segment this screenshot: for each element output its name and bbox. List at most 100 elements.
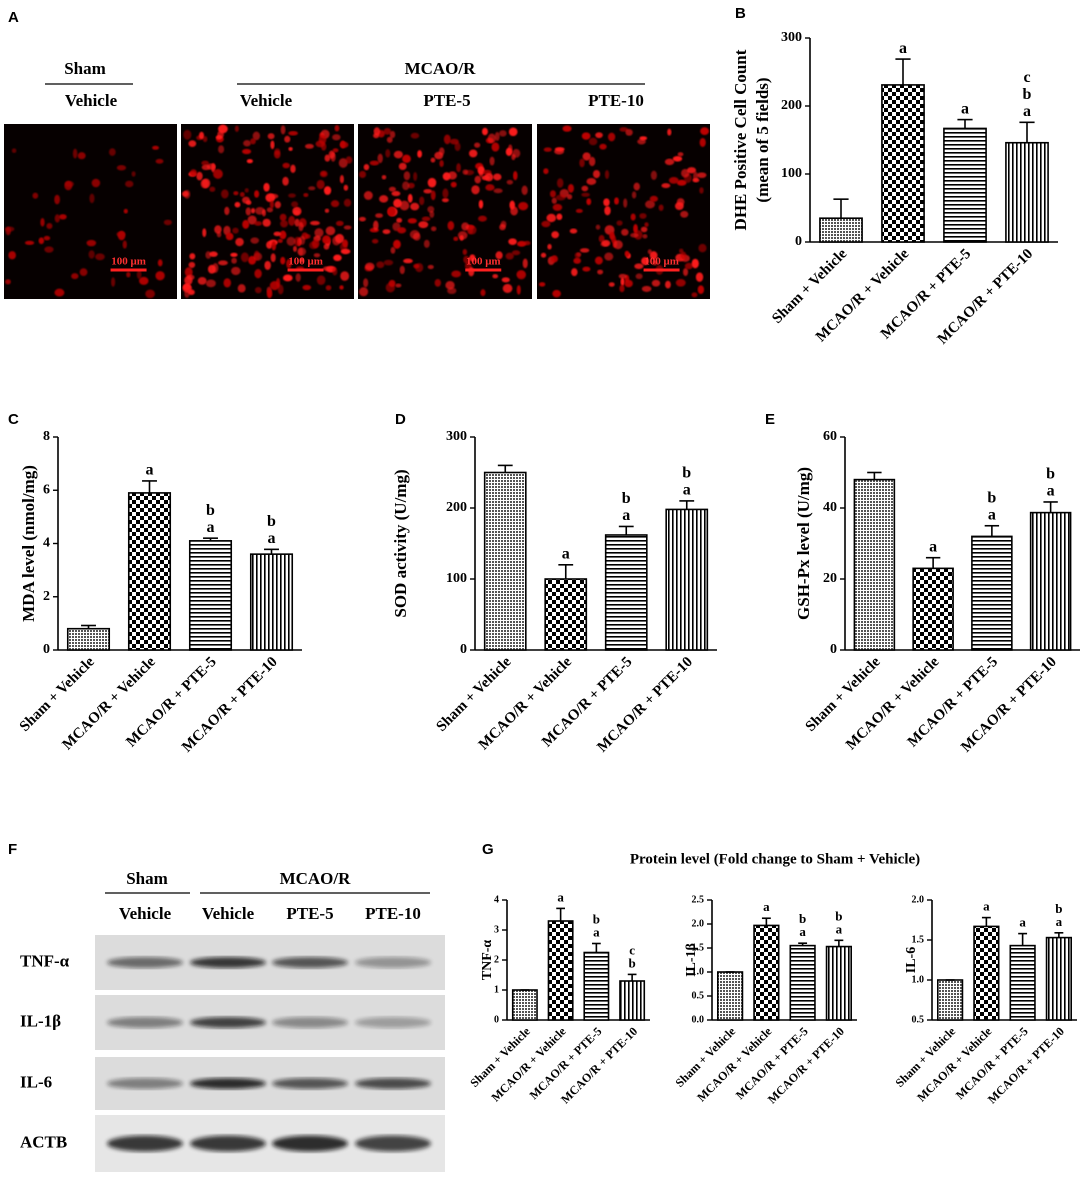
cell: [407, 218, 417, 224]
y-axis-label: IL-1β: [684, 943, 699, 977]
bar: [604, 534, 648, 651]
cell: [264, 260, 271, 271]
cell: [250, 237, 260, 244]
scale-bar-label: 100 μm: [466, 256, 501, 268]
bar: [943, 127, 987, 243]
cell: [332, 134, 341, 141]
bar: [853, 478, 896, 651]
cell: [292, 245, 297, 252]
cell: [184, 267, 193, 278]
bar: [881, 84, 925, 243]
column-label: PTE-10: [365, 904, 421, 923]
micrograph-bg: [4, 124, 177, 299]
row-label: ACTB: [20, 1132, 67, 1151]
cell: [314, 228, 324, 238]
cell: [253, 250, 260, 261]
significance-letter: a: [836, 921, 843, 936]
significance-letter: b: [682, 465, 691, 482]
cell: [676, 179, 687, 186]
cell: [373, 220, 379, 231]
column-label: PTE-10: [588, 91, 644, 110]
cell: [280, 220, 288, 228]
cell: [522, 258, 528, 269]
cell: [313, 253, 321, 258]
cell: [604, 252, 614, 261]
cell: [220, 189, 229, 199]
cell: [298, 221, 304, 232]
significance-letter: a: [1056, 914, 1063, 929]
row-label: IL-6: [20, 1072, 52, 1091]
cell: [79, 268, 88, 277]
cell: [212, 262, 219, 273]
cell: [399, 265, 405, 275]
y-tick-label: 2.0: [912, 894, 925, 905]
cell: [218, 260, 228, 266]
cell: [624, 250, 630, 257]
x-tick-label: Sham + Vehicle: [893, 1024, 959, 1090]
y-tick-label: 1: [494, 984, 499, 995]
blot-band: [272, 957, 348, 968]
cell: [5, 279, 11, 285]
cell: [270, 140, 275, 150]
cell: [325, 226, 336, 236]
cell: [410, 202, 420, 211]
cell: [359, 170, 367, 179]
significance-letter: b: [629, 955, 636, 970]
cell: [323, 186, 332, 195]
blot-strip: [95, 935, 445, 990]
cell: [634, 263, 644, 270]
cell: [644, 222, 649, 228]
cell: [579, 158, 585, 168]
cell: [382, 229, 391, 235]
column-label: PTE-5: [423, 91, 470, 110]
significance-letter: a: [268, 530, 276, 547]
significance-letter: b: [799, 911, 806, 926]
cell: [481, 175, 490, 181]
cell: [59, 214, 67, 220]
cell: [200, 179, 209, 189]
cell: [201, 160, 209, 166]
cell: [268, 193, 279, 199]
cell: [393, 239, 401, 249]
y-axis-label: SOD activity (U/mg): [391, 469, 410, 617]
significance-letter: b: [593, 911, 600, 926]
cell: [505, 252, 514, 260]
significance-letter: a: [557, 889, 564, 904]
group-label: MCAO/R: [405, 59, 477, 78]
cell: [471, 185, 480, 195]
cell: [358, 216, 366, 222]
cell: [282, 162, 290, 169]
cell: [618, 273, 627, 279]
cell: [538, 282, 546, 287]
cell: [334, 125, 340, 132]
cell: [487, 133, 496, 144]
cell: [601, 239, 611, 247]
cell: [290, 164, 296, 173]
cell: [474, 175, 482, 184]
cell: [338, 158, 348, 168]
cell: [469, 254, 476, 262]
cell: [328, 150, 335, 159]
significance-letter: a: [207, 519, 215, 536]
cell: [54, 214, 60, 223]
cell: [595, 132, 603, 139]
cell: [505, 147, 513, 157]
y-tick-label: 40: [823, 500, 837, 515]
cell: [340, 248, 351, 255]
bar: [1045, 936, 1073, 1021]
cell: [40, 217, 45, 227]
cell: [182, 190, 189, 197]
cell: [230, 252, 238, 258]
cell: [359, 287, 369, 297]
cell: [339, 141, 349, 148]
cell: [675, 278, 686, 287]
cell: [649, 195, 658, 202]
cell: [388, 279, 396, 288]
cell: [608, 282, 615, 287]
cell: [493, 173, 502, 181]
cell: [677, 152, 684, 157]
panel-letter: G: [482, 841, 494, 858]
cell: [415, 262, 424, 273]
y-tick-label: 2.0: [692, 918, 705, 929]
